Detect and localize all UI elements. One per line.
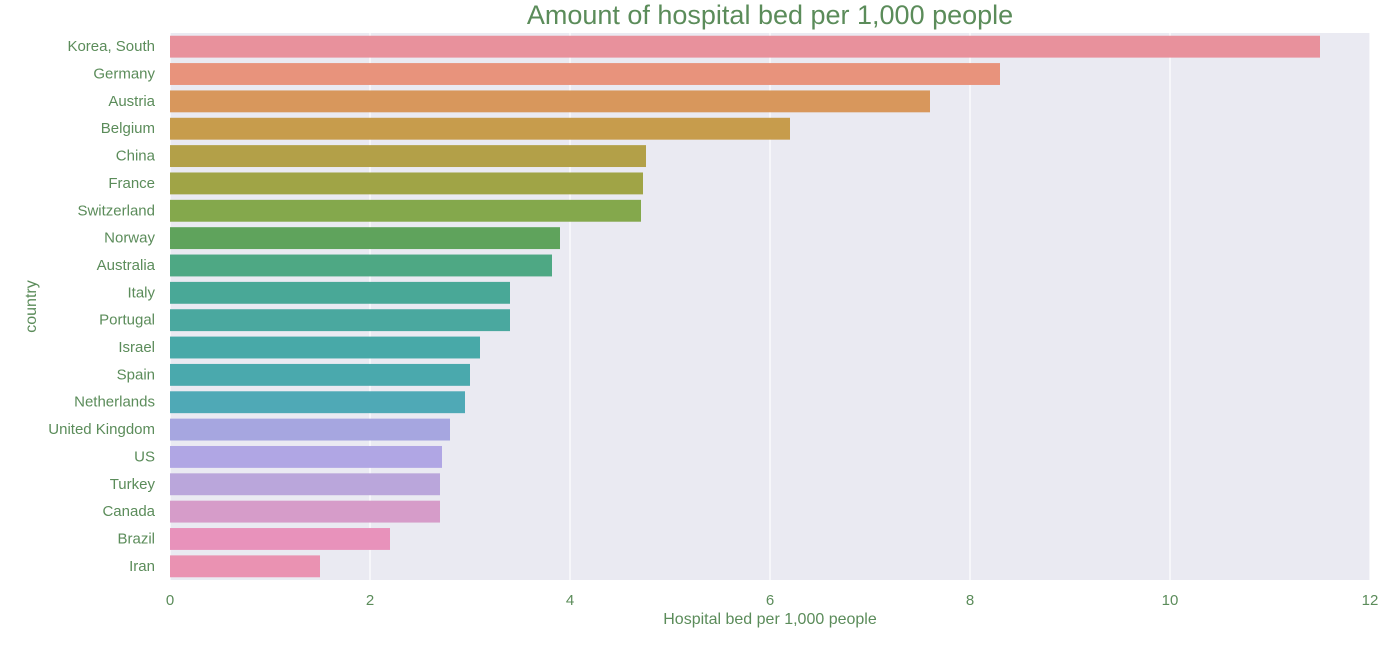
y-tick-label: China — [116, 148, 156, 165]
y-tick-label: Switzerland — [77, 202, 155, 219]
x-tick-label: 8 — [966, 592, 974, 609]
bar-turkey — [170, 473, 440, 495]
y-tick-labels: Korea, South Germany Austria Belgium China Fr… — [48, 38, 155, 575]
y-tick-label: Italy — [127, 284, 155, 301]
y-tick-label: Turkey — [110, 476, 156, 493]
y-tick-label: Belgium — [101, 120, 155, 137]
y-tick-label: Austria — [108, 93, 155, 110]
y-tick-label: US — [134, 448, 155, 465]
bar-switzerland — [170, 200, 641, 222]
bar-israel — [170, 337, 480, 359]
y-tick-label: Iran — [129, 558, 155, 575]
y-tick-label: France — [108, 175, 155, 192]
y-tick-label: Australia — [97, 257, 156, 274]
x-tick-label: 12 — [1362, 592, 1379, 609]
y-tick-label: Spain — [117, 366, 155, 383]
y-tick-label: Korea, South — [67, 38, 155, 55]
x-tick-label: 4 — [566, 592, 574, 609]
y-tick-label: Portugal — [99, 312, 155, 329]
bar-norway — [170, 227, 560, 249]
y-tick-label: Germany — [93, 66, 155, 83]
bar-netherlands — [170, 391, 465, 413]
bar-france — [170, 172, 643, 194]
bar-brazil — [170, 528, 390, 550]
bar-italy — [170, 282, 510, 304]
bar-korea-south — [170, 36, 1320, 58]
bar-united-kingdom — [170, 419, 450, 441]
chart-title: Amount of hospital bed per 1,000 people — [527, 0, 1013, 30]
x-tick-label: 6 — [766, 592, 774, 609]
x-axis-label: Hospital bed per 1,000 people — [663, 611, 877, 628]
y-tick-label: Brazil — [117, 530, 155, 547]
y-tick-label: United Kingdom — [48, 421, 155, 438]
bar-belgium — [170, 118, 790, 140]
bar-china — [170, 145, 646, 167]
y-tick-label: Canada — [102, 503, 155, 520]
x-tick-labels: 0 2 4 6 8 10 12 — [166, 592, 1379, 609]
y-tick-label: Netherlands — [74, 394, 155, 411]
y-tick-label: Norway — [104, 230, 155, 247]
bar-australia — [170, 255, 552, 277]
x-tick-label: 10 — [1162, 592, 1179, 609]
x-tick-label: 2 — [366, 592, 374, 609]
y-axis-label: country — [23, 280, 40, 332]
x-tick-label: 0 — [166, 592, 174, 609]
bar-us — [170, 446, 442, 468]
bar-spain — [170, 364, 470, 386]
bar-germany — [170, 63, 1000, 85]
bar-canada — [170, 501, 440, 523]
bar-portugal — [170, 309, 510, 331]
bar-austria — [170, 90, 930, 112]
y-tick-label: Israel — [118, 339, 155, 356]
bar-iran — [170, 555, 320, 577]
